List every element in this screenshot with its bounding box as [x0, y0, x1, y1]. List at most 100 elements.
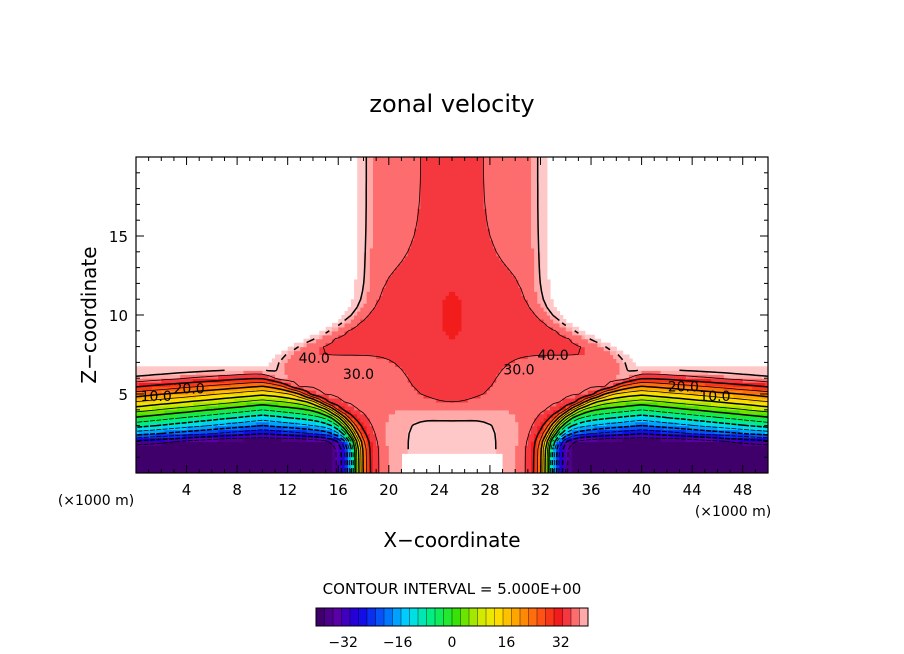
field-cell — [461, 275, 466, 281]
field-cell — [271, 358, 276, 363]
field-cell — [262, 366, 267, 371]
field-cell — [467, 397, 472, 403]
field-cell — [433, 208, 437, 213]
field-cell — [331, 350, 336, 356]
field-cell — [388, 307, 393, 312]
field-cell — [237, 394, 241, 399]
field-cell — [145, 453, 150, 458]
field-cell — [467, 164, 472, 170]
field-cell — [407, 216, 412, 221]
field-cell — [360, 311, 365, 316]
field-cell — [221, 437, 226, 442]
field-cell — [309, 378, 314, 383]
field-cell — [420, 417, 425, 423]
field-cell — [309, 346, 314, 352]
field-cell — [420, 441, 425, 446]
field-cell — [420, 224, 425, 229]
field-cell — [158, 457, 162, 462]
field-cell — [161, 366, 166, 371]
field-cell — [461, 350, 466, 356]
field-cell — [458, 401, 463, 407]
field-cell — [414, 386, 418, 391]
field-cell — [391, 397, 396, 403]
field-cell — [309, 453, 314, 458]
field-cell — [142, 378, 147, 383]
field-cell — [455, 287, 459, 292]
field-cell — [376, 243, 380, 249]
field-cell — [199, 449, 203, 454]
field-cell — [423, 176, 428, 182]
field-cell — [268, 382, 273, 387]
field-cell — [401, 394, 406, 399]
field-cell — [376, 188, 380, 194]
field-cell — [316, 350, 320, 356]
field-cell — [350, 421, 355, 427]
field-cell — [218, 409, 222, 415]
field-cell — [196, 445, 200, 450]
field-cell — [350, 417, 355, 423]
field-cell — [215, 441, 219, 446]
field-cell — [300, 441, 305, 446]
field-cell — [249, 469, 254, 473]
field-cell — [467, 433, 472, 439]
field-cell — [177, 382, 181, 387]
field-cell — [249, 374, 254, 379]
field-cell — [281, 429, 286, 435]
field-cell — [319, 378, 324, 383]
field-cell — [139, 441, 143, 446]
field-cell — [448, 208, 453, 213]
field-cell — [445, 342, 450, 348]
field-cell — [442, 251, 447, 257]
field-cell — [404, 370, 409, 375]
field-cell — [404, 295, 409, 300]
field-cell — [158, 374, 162, 379]
field-cell — [470, 236, 475, 241]
field-cell — [470, 433, 475, 439]
field-cell — [230, 374, 235, 379]
field-cell — [391, 307, 396, 312]
field-cell — [363, 370, 368, 375]
field-cell — [215, 465, 219, 470]
field-cell — [414, 275, 418, 281]
field-cell — [452, 311, 456, 316]
field-cell — [442, 204, 447, 209]
field-cell — [151, 417, 156, 423]
field-cell — [388, 263, 393, 269]
field-cell — [233, 441, 238, 446]
field-cell — [357, 417, 361, 423]
field-cell — [316, 421, 320, 427]
field-cell — [436, 196, 440, 202]
field-cell — [401, 445, 406, 450]
field-cell — [338, 358, 342, 363]
field-cell — [284, 390, 289, 395]
field-cell — [395, 160, 399, 166]
field-cell — [467, 429, 472, 435]
field-cell — [385, 437, 390, 442]
field-cell — [391, 172, 396, 178]
field-cell — [391, 243, 396, 249]
field-cell — [420, 160, 425, 166]
field-cell — [458, 220, 463, 225]
field-cell — [256, 469, 260, 473]
field-cell — [458, 176, 463, 182]
field-cell — [290, 437, 295, 442]
field-cell — [442, 196, 447, 202]
field-cell — [309, 382, 314, 387]
field-cell — [467, 259, 472, 265]
field-cell — [379, 469, 384, 473]
field-cell — [161, 370, 166, 375]
field-cell — [452, 330, 456, 336]
field-cell — [265, 421, 270, 427]
field-cell — [448, 401, 453, 407]
field-cell — [401, 283, 406, 288]
field-cell — [161, 457, 166, 462]
field-cell — [445, 243, 450, 249]
field-cell — [436, 204, 440, 209]
field-cell — [417, 326, 421, 332]
field-cell — [404, 239, 409, 245]
field-cell — [426, 354, 431, 360]
field-cell — [170, 469, 175, 473]
field-cell — [433, 239, 437, 245]
field-cell — [281, 457, 286, 462]
field-cell — [233, 405, 238, 411]
